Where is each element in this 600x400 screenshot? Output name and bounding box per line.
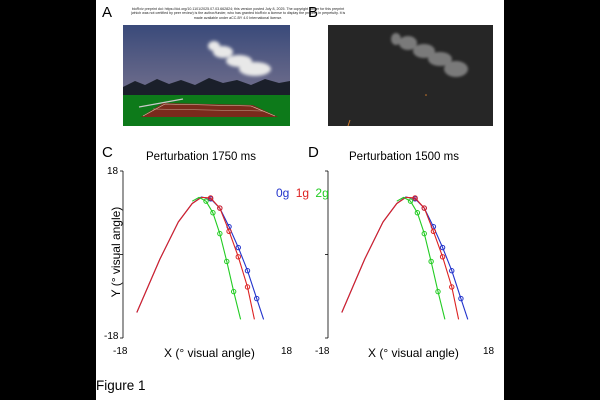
chart-c-series-2g-point — [203, 198, 209, 204]
chart-c-series-1g-point — [217, 205, 223, 211]
chart-d-series-0g-point — [449, 268, 455, 274]
chart-d-series-2g-point — [407, 198, 414, 204]
chart-c-x-tick-left: -18 — [113, 346, 128, 357]
chart-d-series-1g-line — [341, 196, 460, 320]
chart-c-series-2g-point — [210, 210, 216, 216]
chart-d-series-1g-point — [421, 205, 427, 211]
chart-c-series-0g-point — [244, 268, 251, 274]
chart-d-x-tick-left: -18 — [315, 346, 330, 357]
chart-d-series-2g-point — [414, 210, 421, 216]
panel-label-d: D — [308, 144, 319, 161]
chart-d-series-2g-point — [421, 230, 427, 237]
chart-d-series-2g-point — [435, 288, 441, 295]
chart-d-series-1g-point — [449, 284, 455, 290]
chart-d-series-0g-line — [341, 196, 469, 320]
notice-line-1: bioRxiv preprint doi: https://doi.org/10… — [131, 7, 345, 11]
chart-c-y-tick-bottom: -18 — [104, 331, 119, 342]
chart-d-series-1g-point — [412, 195, 418, 201]
chart-c-series-2g-point — [217, 230, 223, 237]
chart-c-series-2g-point — [224, 258, 230, 265]
chart-d-series-0g-point — [439, 244, 446, 251]
chart-c-series-1g-point — [244, 284, 251, 290]
chart-c-title: Perturbation 1750 ms — [146, 151, 256, 163]
chart-c-series-0g-point — [235, 244, 241, 251]
preprint-notice: bioRxiv preprint doi: https://doi.org/10… — [120, 7, 356, 20]
panel-label-a: A — [102, 4, 113, 21]
chart-c-x-label: X (° visual angle) — [164, 346, 255, 360]
chart-c-series-1g-line — [136, 196, 255, 320]
legend-1g: 1g — [295, 186, 310, 200]
chart-c-series-1g-point — [226, 228, 232, 235]
dark-scene-image — [328, 25, 493, 127]
chart-d-x-tick-right: 18 — [483, 346, 495, 357]
figure-caption: Figure 1 — [96, 378, 146, 393]
chart-d-title: Perturbation 1500 ms — [349, 151, 459, 163]
chart-d-series-1g-point — [439, 254, 446, 260]
chart-c-y-tick-top: 18 — [107, 166, 119, 177]
panel-label-b: B — [308, 4, 319, 21]
chart-c-series-2g-point — [230, 288, 237, 295]
chart-c-series-2g-line — [191, 196, 242, 320]
notice-line-3: made available under aCC-BY 4.0 Internat… — [193, 15, 283, 20]
chart-d-series-2g-line — [396, 196, 446, 320]
chart-d-series-2g-point — [428, 258, 434, 265]
legend: 0g 1g 2g — [276, 186, 332, 200]
chart-c-series-1g-point — [207, 195, 214, 201]
legend-0g: 0g — [276, 186, 290, 200]
chart-c-series-0g-point — [254, 295, 260, 302]
ball-trail — [208, 41, 271, 76]
chart-d-series-1g-point — [430, 228, 437, 235]
chart-c-series-1g-point — [235, 254, 241, 260]
panel-label-c: C — [102, 144, 113, 161]
stadium-scene-image — [123, 25, 290, 126]
chart-c-x-tick-right: 18 — [281, 346, 293, 357]
chart-d-x-label: X (° visual angle) — [368, 346, 459, 360]
ball-trail-silhouette — [391, 33, 468, 77]
chart-d-series-0g-point — [458, 295, 464, 302]
legend-2g: 2g — [315, 186, 329, 200]
notice-line-2: (which was not certified by peer review)… — [130, 11, 346, 16]
